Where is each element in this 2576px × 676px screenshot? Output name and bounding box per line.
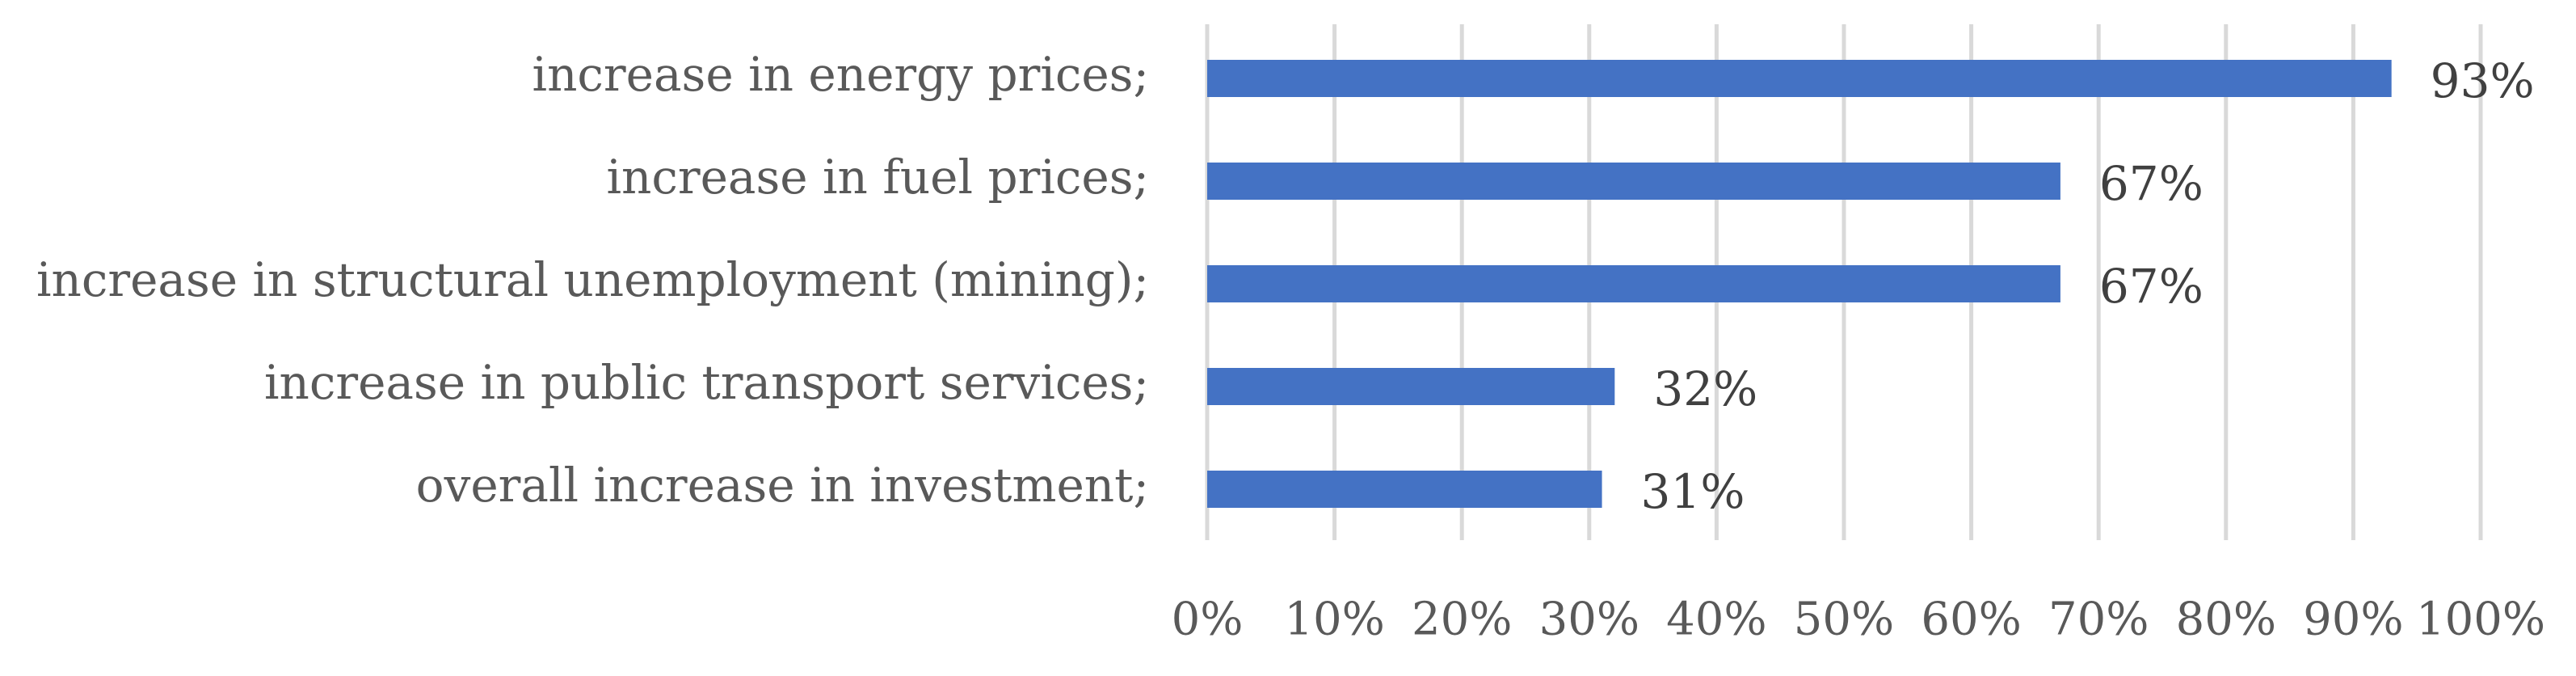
category-label-5: overall increase in investment;	[416, 458, 1149, 513]
x-tick-label-70: 70%	[2048, 594, 2149, 646]
data-label-2: 67%	[2099, 156, 2203, 211]
x-tick-label-100: 100%	[2416, 594, 2545, 646]
x-tick-label-0: 0%	[1172, 594, 1244, 646]
x-tick-label-90: 90%	[2303, 594, 2403, 646]
bar-4	[1207, 368, 1615, 405]
data-label-3: 67%	[2099, 259, 2203, 314]
x-tick-label-10: 10%	[1284, 594, 1384, 646]
category-label-3: increase in structural unemployment (min…	[36, 252, 1149, 307]
x-tick-label-60: 60%	[1921, 594, 2021, 646]
data-label-5: 31%	[1641, 464, 1745, 519]
category-labels: increase in energy prices; increase in fu…	[36, 47, 1149, 513]
x-tick-label-30: 30%	[1539, 594, 1639, 646]
category-label-4: increase in public transport services;	[264, 355, 1149, 410]
x-tick-label-20: 20%	[1412, 594, 1512, 646]
data-label-1: 93%	[2431, 53, 2535, 108]
x-tick-label-40: 40%	[1666, 594, 1766, 646]
category-label-1: increase in energy prices;	[532, 47, 1149, 102]
data-labels: 93% 67% 67% 32% 31%	[1641, 53, 2535, 519]
data-label-4: 32%	[1653, 361, 1757, 416]
category-label-2: increase in fuel prices;	[606, 150, 1149, 205]
bars	[1207, 60, 2392, 508]
bar-2	[1207, 163, 2060, 200]
bar-1	[1207, 60, 2392, 97]
x-tick-label-80: 80%	[2176, 594, 2276, 646]
bar-5	[1207, 471, 1602, 508]
x-tick-label-50: 50%	[1794, 594, 1894, 646]
bar-3	[1207, 265, 2060, 302]
x-axis-tick-labels: 0% 10% 20% 30% 40% 50% 60% 70% 80% 90% 100%	[1172, 594, 2545, 646]
